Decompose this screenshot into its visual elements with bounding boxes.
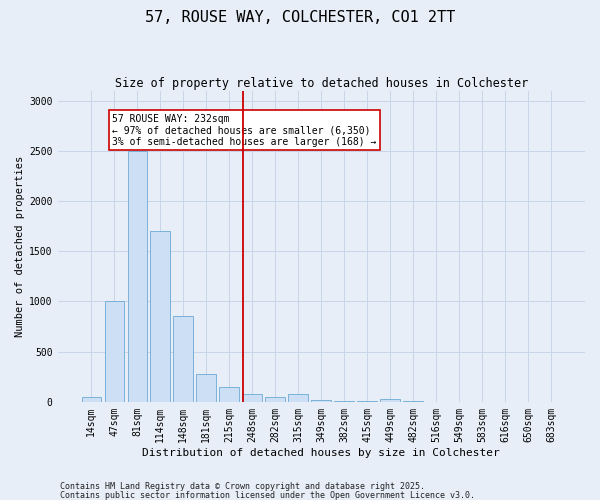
Bar — [242, 394, 262, 402]
Bar — [104, 302, 124, 402]
Bar — [289, 394, 308, 402]
Title: Size of property relative to detached houses in Colchester: Size of property relative to detached ho… — [115, 78, 528, 90]
Bar — [151, 231, 170, 402]
Bar — [82, 397, 101, 402]
Bar — [265, 397, 285, 402]
Bar — [311, 400, 331, 402]
Text: 57, ROUSE WAY, COLCHESTER, CO1 2TT: 57, ROUSE WAY, COLCHESTER, CO1 2TT — [145, 10, 455, 25]
Bar — [380, 399, 400, 402]
Bar — [196, 374, 216, 402]
Y-axis label: Number of detached properties: Number of detached properties — [15, 156, 25, 337]
Bar — [220, 387, 239, 402]
Text: 57 ROUSE WAY: 232sqm
← 97% of detached houses are smaller (6,350)
3% of semi-det: 57 ROUSE WAY: 232sqm ← 97% of detached h… — [112, 114, 376, 147]
Text: Contains HM Land Registry data © Crown copyright and database right 2025.: Contains HM Land Registry data © Crown c… — [60, 482, 425, 491]
Text: Contains public sector information licensed under the Open Government Licence v3: Contains public sector information licen… — [60, 490, 475, 500]
Bar — [173, 316, 193, 402]
Bar — [128, 151, 147, 402]
X-axis label: Distribution of detached houses by size in Colchester: Distribution of detached houses by size … — [142, 448, 500, 458]
